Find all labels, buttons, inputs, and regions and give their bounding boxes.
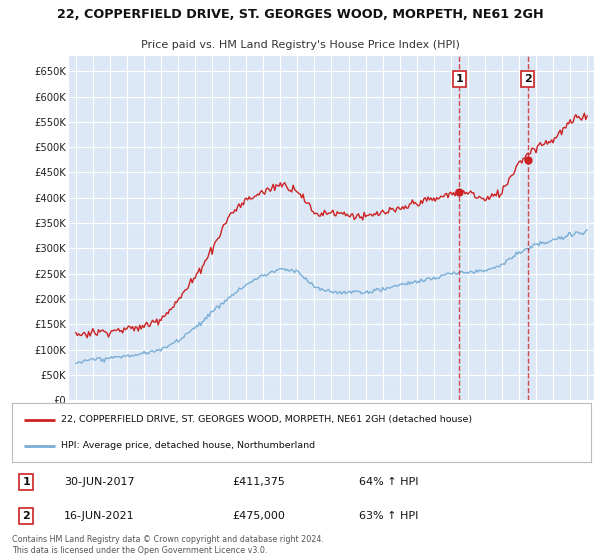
Text: 16-JUN-2021: 16-JUN-2021 <box>64 511 135 521</box>
Text: 1: 1 <box>455 74 463 84</box>
Text: 2: 2 <box>23 511 31 521</box>
Text: 1: 1 <box>23 477 31 487</box>
Text: 63% ↑ HPI: 63% ↑ HPI <box>359 511 419 521</box>
Text: 30-JUN-2017: 30-JUN-2017 <box>64 477 135 487</box>
Text: Price paid vs. HM Land Registry's House Price Index (HPI): Price paid vs. HM Land Registry's House … <box>140 40 460 50</box>
Text: £411,375: £411,375 <box>232 477 285 487</box>
Text: 22, COPPERFIELD DRIVE, ST. GEORGES WOOD, MORPETH, NE61 2GH (detached house): 22, COPPERFIELD DRIVE, ST. GEORGES WOOD,… <box>61 415 472 424</box>
Text: 64% ↑ HPI: 64% ↑ HPI <box>359 477 419 487</box>
Text: 2: 2 <box>524 74 532 84</box>
Text: HPI: Average price, detached house, Northumberland: HPI: Average price, detached house, Nort… <box>61 441 316 450</box>
Text: 22, COPPERFIELD DRIVE, ST. GEORGES WOOD, MORPETH, NE61 2GH: 22, COPPERFIELD DRIVE, ST. GEORGES WOOD,… <box>56 8 544 21</box>
Text: £475,000: £475,000 <box>232 511 285 521</box>
Text: Contains HM Land Registry data © Crown copyright and database right 2024.
This d: Contains HM Land Registry data © Crown c… <box>12 535 324 555</box>
